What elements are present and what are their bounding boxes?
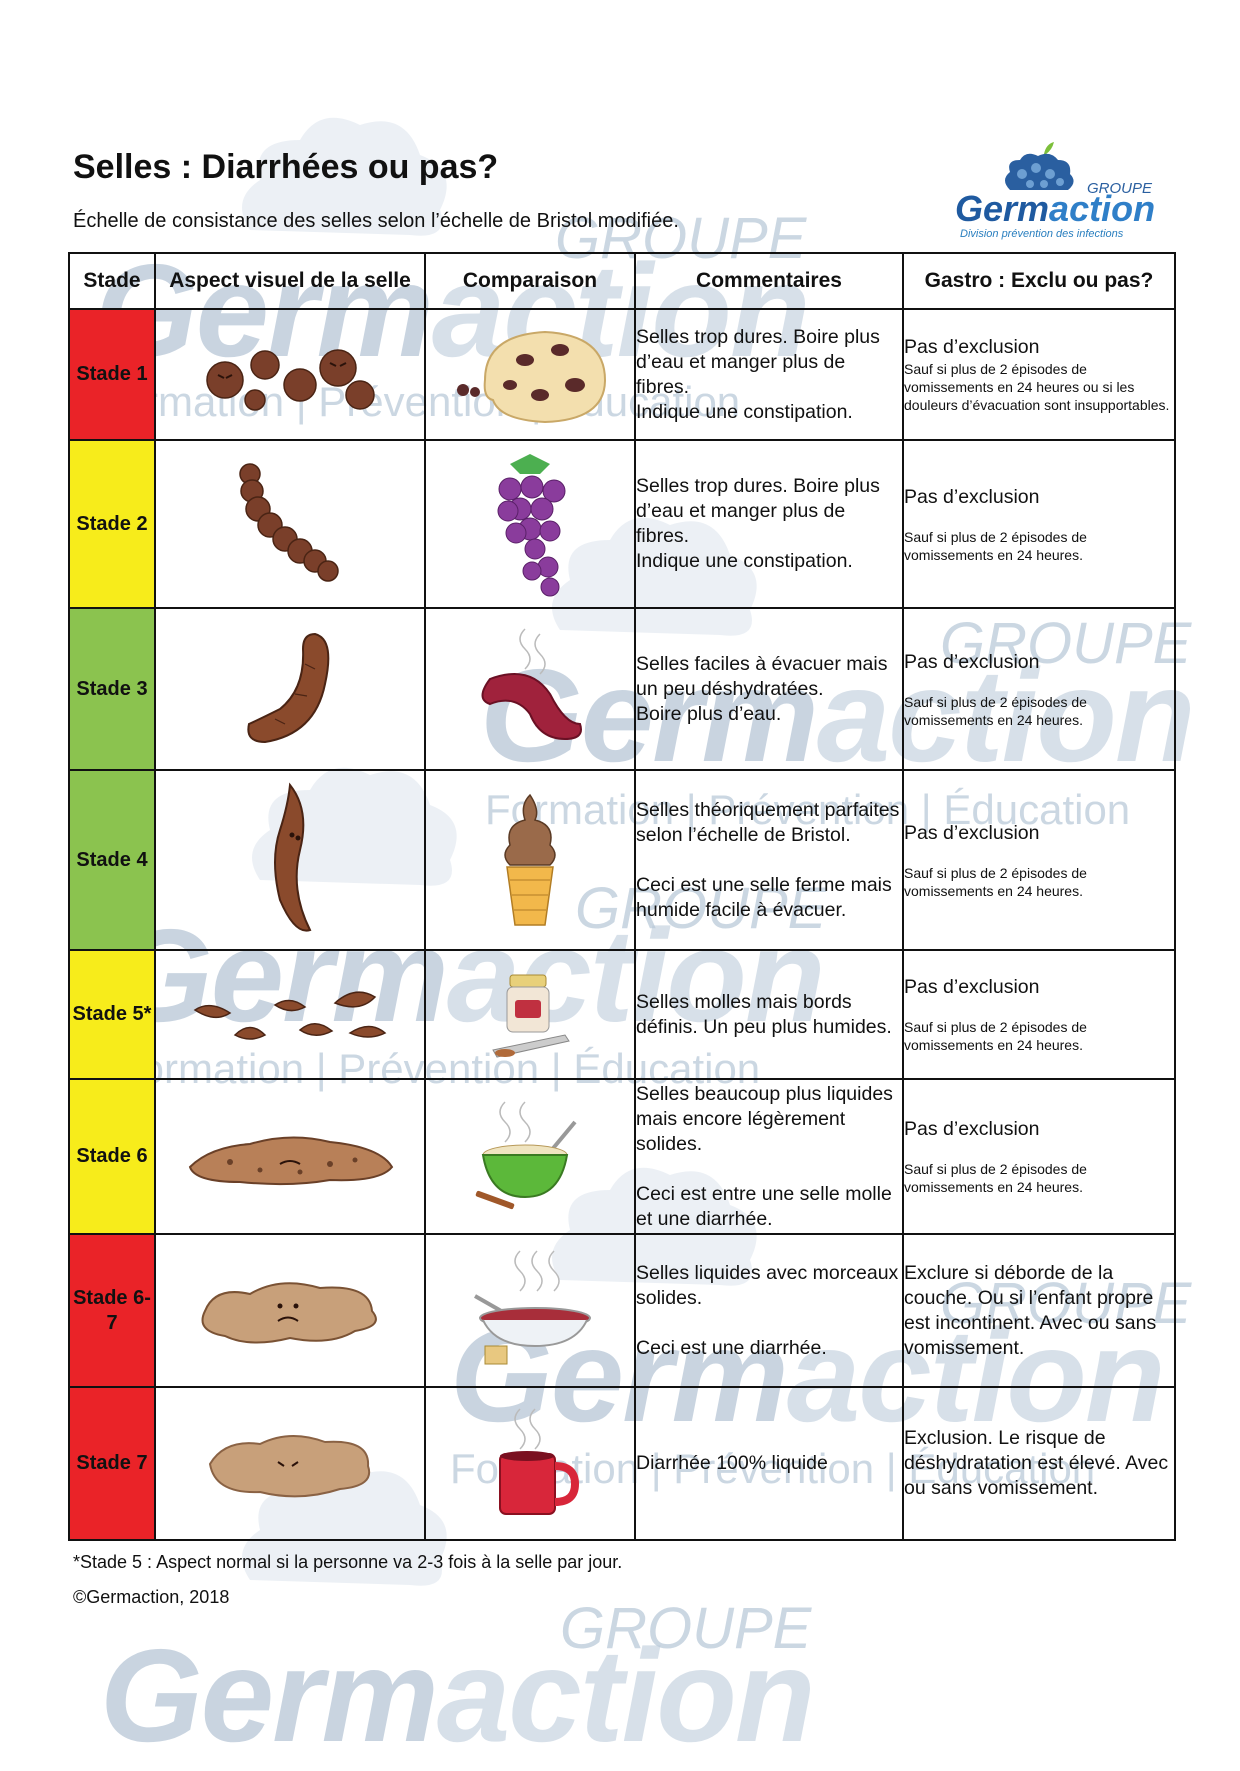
stool-cell bbox=[154, 1233, 426, 1388]
gastro-cell: Pas d’exclusion Sauf si plus de 2 épisod… bbox=[902, 607, 1176, 771]
stade-label: Stade 4 bbox=[68, 769, 156, 951]
table-row: Stade 6-7 Selles liquides avec mo bbox=[68, 1233, 1176, 1388]
gastro-cell: Pas d’exclusion Sauf si plus de 2 épisod… bbox=[902, 308, 1176, 441]
comparison-cell bbox=[424, 949, 636, 1080]
comment-cell: Selles liquides avec morceaux solides. C… bbox=[634, 1233, 904, 1388]
table-row: Stade 2 bbox=[68, 439, 1176, 609]
comment-cell: Diarrhée 100% liquide bbox=[634, 1386, 904, 1541]
stool-cell bbox=[154, 308, 426, 441]
jam-jar-icon bbox=[492, 974, 570, 1058]
soft-blobs-icon bbox=[193, 990, 387, 1040]
page-title: Selles : Diarrhées ou pas? bbox=[73, 148, 499, 186]
stade-label: Stade 2 bbox=[68, 439, 156, 609]
comment-cell: Selles faciles à évacuer mais un peu dés… bbox=[634, 607, 904, 771]
comment-cell: Selles molles mais bords définis. Un peu… bbox=[634, 949, 904, 1080]
watery-puddle-icon bbox=[201, 1281, 377, 1344]
header-comparaison: Comparaison bbox=[424, 252, 636, 310]
liquid-puddle-icon bbox=[208, 1434, 371, 1497]
comparison-cell bbox=[424, 1078, 636, 1235]
ice-cream-cone-icon bbox=[504, 793, 556, 926]
stade-label: Stade 3 bbox=[68, 607, 156, 771]
stool-cell bbox=[154, 769, 426, 951]
table-row: Stade 7 Diarrhée 100% liquide Exc bbox=[68, 1386, 1176, 1541]
lumpy-sausage-icon bbox=[239, 463, 339, 582]
hard-lumps-icon bbox=[206, 348, 375, 411]
stool-cell bbox=[154, 1386, 426, 1541]
comparison-cell bbox=[424, 769, 636, 951]
header-aspect: Aspect visuel de la selle bbox=[154, 252, 426, 310]
watermark-groupe: GROUPE bbox=[560, 1596, 812, 1661]
comment-cell: Selles trop dures. Boire plus d’eau et m… bbox=[634, 308, 904, 441]
comparison-cell bbox=[424, 1386, 636, 1541]
soup-bowl-icon bbox=[474, 1249, 591, 1364]
comment-cell: Selles théoriquement parfaites selon l’é… bbox=[634, 769, 904, 951]
stade-label: Stade 5* bbox=[68, 949, 156, 1080]
header-gastro: Gastro : Exclu ou pas? bbox=[902, 252, 1176, 310]
comment-cell: Selles beaucoup plus liquides mais encor… bbox=[634, 1078, 904, 1235]
table-row: Stade 3 Selles faciles à évacuer mais un… bbox=[68, 607, 1176, 771]
stool-cell bbox=[154, 1078, 426, 1235]
page-subtitle: Échelle de consistance des selles selon … bbox=[73, 210, 679, 232]
bristol-scale-table: Stade Aspect visuel de la selle Comparai… bbox=[68, 252, 1176, 1541]
hot-sausage-icon bbox=[481, 628, 582, 741]
table-row: Stade 4 Selles théoriquement parfaites s… bbox=[68, 769, 1176, 951]
comparison-cell bbox=[424, 308, 636, 441]
stade-label: Stade 7 bbox=[68, 1386, 156, 1541]
comparison-cell bbox=[424, 439, 636, 609]
stool-cell bbox=[154, 949, 426, 1080]
brain-cloud-icon bbox=[1005, 142, 1074, 190]
copyright: ©Germaction, 2018 bbox=[73, 1587, 230, 1607]
table-row: Stade 6 Selles beaucoup plus liqu bbox=[68, 1078, 1176, 1235]
logo-name: Germaction bbox=[955, 188, 1156, 229]
cracked-sausage-icon bbox=[247, 632, 330, 744]
header-stade: Stade bbox=[68, 252, 156, 310]
grapes-icon bbox=[497, 454, 566, 597]
watermark-germaction: Germaction bbox=[100, 1622, 816, 1769]
gastro-cell: Pas d’exclusion Sauf si plus de 2 épisod… bbox=[902, 1078, 1176, 1235]
gastro-cell: Exclure si déborde de la couche. Ou si l… bbox=[902, 1233, 1176, 1388]
table-row: Stade 1 Selles trop dures. Bo bbox=[68, 308, 1176, 441]
comment-cell: Selles trop dures. Boire plus d’eau et m… bbox=[634, 439, 904, 609]
smooth-snake-icon bbox=[274, 782, 312, 932]
comparison-cell bbox=[424, 1233, 636, 1388]
table-row: Stade 5* bbox=[68, 949, 1176, 1080]
stool-cell bbox=[154, 607, 426, 771]
logo-division: Division prévention des infections bbox=[960, 228, 1124, 240]
gastro-cell: Pas d’exclusion Sauf si plus de 2 épisod… bbox=[902, 769, 1176, 951]
header-commentaires: Commentaires bbox=[634, 252, 904, 310]
mushy-puddle-icon bbox=[188, 1136, 394, 1185]
gastro-cell: Pas d’exclusion Sauf si plus de 2 épisod… bbox=[902, 949, 1176, 1080]
cookie-icon bbox=[457, 330, 607, 423]
table-header-row: Stade Aspect visuel de la selle Comparai… bbox=[68, 252, 1176, 310]
comparison-cell bbox=[424, 607, 636, 771]
hot-mug-icon bbox=[499, 1407, 580, 1515]
stade-label: Stade 1 bbox=[68, 308, 156, 441]
stool-cell bbox=[154, 439, 426, 609]
footnote: *Stade 5 : Aspect normal si la personne … bbox=[73, 1552, 623, 1572]
gastro-cell: Pas d’exclusion Sauf si plus de 2 épisod… bbox=[902, 439, 1176, 609]
stade-label: Stade 6-7 bbox=[68, 1233, 156, 1388]
germaction-logo: GROUPE Germaction Division prévention de… bbox=[950, 140, 1160, 244]
porridge-bowl-icon bbox=[475, 1100, 577, 1209]
stade-label: Stade 6 bbox=[68, 1078, 156, 1235]
gastro-cell: Exclusion. Le risque de déshydratation e… bbox=[902, 1386, 1176, 1541]
logo-groupe: GROUPE bbox=[1086, 180, 1152, 197]
